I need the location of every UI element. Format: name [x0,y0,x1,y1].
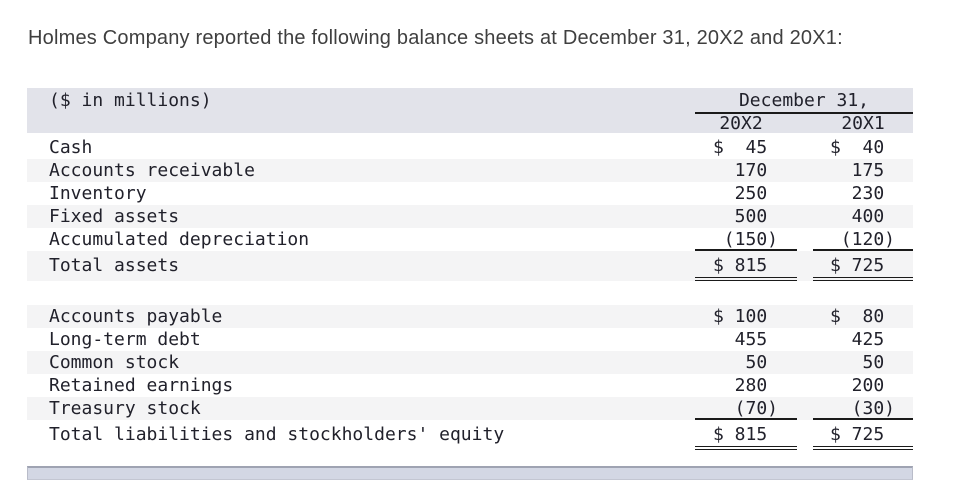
value-20x2: 250 [712,183,778,204]
table-row: Total assets $ 815 $ 725 [27,251,913,281]
value-20x1: 200 [829,375,895,396]
value-20x1: 425 [829,329,895,350]
assets-section: Cash $ 45 $ 40 Accounts receivable 170 17… [27,136,913,281]
value-20x1: 400 [829,206,895,227]
column-gap [797,182,813,205]
row-label: Accumulated depreciation [49,229,310,250]
balance-sheet-table: ($ in millions) December 31, 20X2 20X1 C… [27,88,913,480]
table-row: Retained earnings 280 200 [27,374,913,397]
row-label: Inventory [49,183,147,204]
value-20x2: (150) [695,228,797,251]
value-20x1: $ 80 [829,306,895,327]
table-row: Accounts payable $ 100 $ 80 [27,305,913,328]
column-gap [797,251,813,281]
liabilities-equity-section: Accounts payable $ 100 $ 80 Long-term deb… [27,305,913,450]
row-label: Total assets [49,255,180,276]
column-header-20x2: 20X2 [719,113,763,134]
row-label: Accounts receivable [49,160,255,181]
value-20x1: (30) [813,397,913,420]
value-20x1: 230 [829,183,895,204]
column-gap [797,328,813,351]
value-20x1: $ 40 [829,137,895,158]
column-header-20x1: 20X1 [841,113,885,134]
units-label: ($ in millions) [49,90,212,111]
section-divider [27,281,913,305]
value-20x1: 175 [829,160,895,181]
value-20x1: $ 725 [813,420,913,450]
column-gap [797,114,813,133]
row-label: Total liabilities and stockholders' equi… [49,424,505,445]
value-20x2: 170 [712,160,778,181]
table-header-row-2: 20X2 20X1 [27,114,913,133]
value-20x2: $ 100 [712,306,778,327]
row-label: Retained earnings [49,375,234,396]
footer-bar [27,466,913,480]
column-gap [797,397,813,420]
date-header: December 31, [695,88,913,114]
table-row: Accumulated depreciation (150) (120) [27,228,913,251]
row-label: Common stock [49,352,180,373]
row-label: Long-term debt [49,329,201,350]
table-row: Fixed assets 500 400 [27,205,913,228]
value-20x2: 500 [712,206,778,227]
column-gap [797,420,813,450]
column-gap [797,351,813,374]
table-row: Common stock 50 50 [27,351,913,374]
value-20x1: 50 [829,352,895,373]
table-row: Total liabilities and stockholders' equi… [27,420,913,450]
column-gap [797,136,813,159]
value-20x2: 50 [712,352,778,373]
row-label: Accounts payable [49,306,223,327]
value-20x2: $ 815 [695,420,797,450]
row-label: Cash [49,137,93,158]
column-gap [797,159,813,182]
table-header-row-1: ($ in millions) December 31, [27,88,913,114]
value-20x2: 455 [712,329,778,350]
column-gap [797,205,813,228]
page-title: Holmes Company reported the following ba… [28,27,843,49]
column-gap [797,305,813,328]
value-20x1: (120) [813,228,913,251]
footer-gap [27,450,913,466]
table-row: Treasury stock (70) (30) [27,397,913,420]
value-20x2: $ 815 [695,251,797,281]
value-20x1: $ 725 [813,251,913,281]
column-gap [797,374,813,397]
value-20x2: $ 45 [712,137,778,158]
value-20x2: 280 [712,375,778,396]
column-gap [797,228,813,251]
row-label: Treasury stock [49,398,201,419]
table-row: Long-term debt 455 425 [27,328,913,351]
value-20x2: (70) [695,397,797,420]
table-row: Accounts receivable 170 175 [27,159,913,182]
table-row: Inventory 250 230 [27,182,913,205]
table-row: Cash $ 45 $ 40 [27,136,913,159]
header-spacer [27,114,695,133]
row-label: Fixed assets [49,206,180,227]
